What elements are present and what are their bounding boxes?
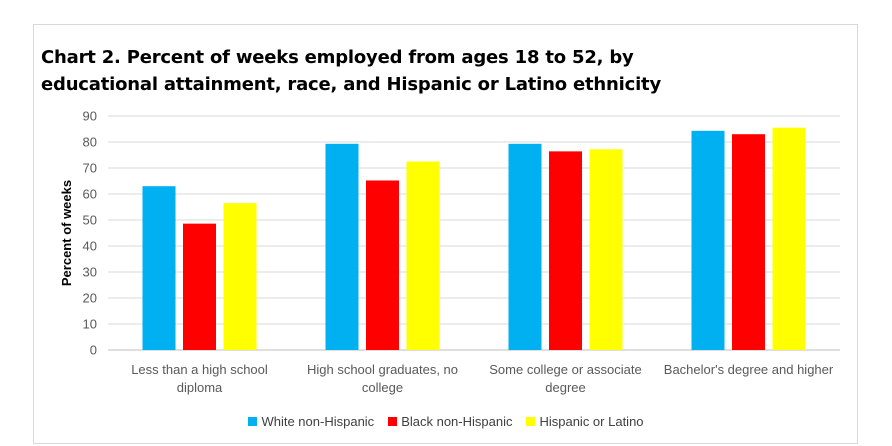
y-tick-label: 20 — [83, 291, 97, 306]
y-tick-label: 0 — [90, 343, 97, 358]
y-tick-label: 50 — [83, 213, 97, 228]
bars — [142, 127, 806, 350]
gridlines — [108, 115, 840, 351]
y-tick-label: 60 — [83, 187, 97, 202]
x-category-label: Less than a high school diploma — [131, 362, 268, 395]
bar-2-3 — [549, 151, 582, 350]
y-axis-ticks: 0 10 20 30 40 50 60 70 80 90 — [83, 109, 97, 358]
legend-label: Black non-Hispanic — [401, 413, 513, 429]
chart-title-line-1: Chart 2. Percent of weeks employed from … — [41, 47, 634, 68]
x-category-label: Bachelor's degree and higher — [664, 362, 834, 377]
legend-item: White non-Hispanic — [248, 414, 374, 429]
bar-3-4 — [772, 127, 806, 350]
y-tick-label: 10 — [83, 317, 97, 332]
bar-3-1 — [223, 203, 257, 350]
legend-item: Black non-Hispanic — [388, 414, 512, 429]
y-tick-label: 70 — [83, 161, 97, 176]
bar-1-3 — [508, 143, 542, 350]
legend-item: Hispanic or Latino — [526, 413, 644, 429]
legend-swatch — [526, 416, 536, 426]
legend-label: White non-Hispanic — [261, 413, 375, 429]
x-category-label: High school graduates, no college — [307, 362, 458, 395]
x-category-label: Some college or associate degree — [489, 362, 641, 395]
legend: White non-Hispanic Black non-Hispanic Hisp… — [0, 411, 892, 431]
y-tick-label: 30 — [83, 265, 97, 280]
y-tick-label: 40 — [83, 239, 97, 254]
bar-3-3 — [589, 149, 623, 350]
x-axis-categories: Less than a high school diploma High schoo… — [131, 362, 834, 395]
bar-1-4 — [691, 130, 725, 350]
legend-label: Hispanic or Latino — [539, 413, 644, 429]
bar-2-1 — [183, 223, 216, 350]
y-tick-label: 80 — [83, 135, 97, 150]
legend-swatch — [248, 416, 258, 426]
chart-title-line-2: educational attainment, race, and Hispan… — [41, 74, 661, 95]
bar-1-1 — [142, 186, 176, 350]
bar-2-2 — [366, 180, 399, 350]
bar-3-2 — [406, 161, 440, 350]
bar-1-2 — [325, 143, 359, 350]
y-tick-label: 90 — [83, 109, 97, 124]
bar-2-4 — [732, 134, 765, 350]
y-axis-label: Percent of weeks — [59, 180, 74, 286]
legend-swatch — [388, 416, 398, 426]
chart-title: Chart 2. Percent of weeks employed from … — [41, 44, 841, 98]
